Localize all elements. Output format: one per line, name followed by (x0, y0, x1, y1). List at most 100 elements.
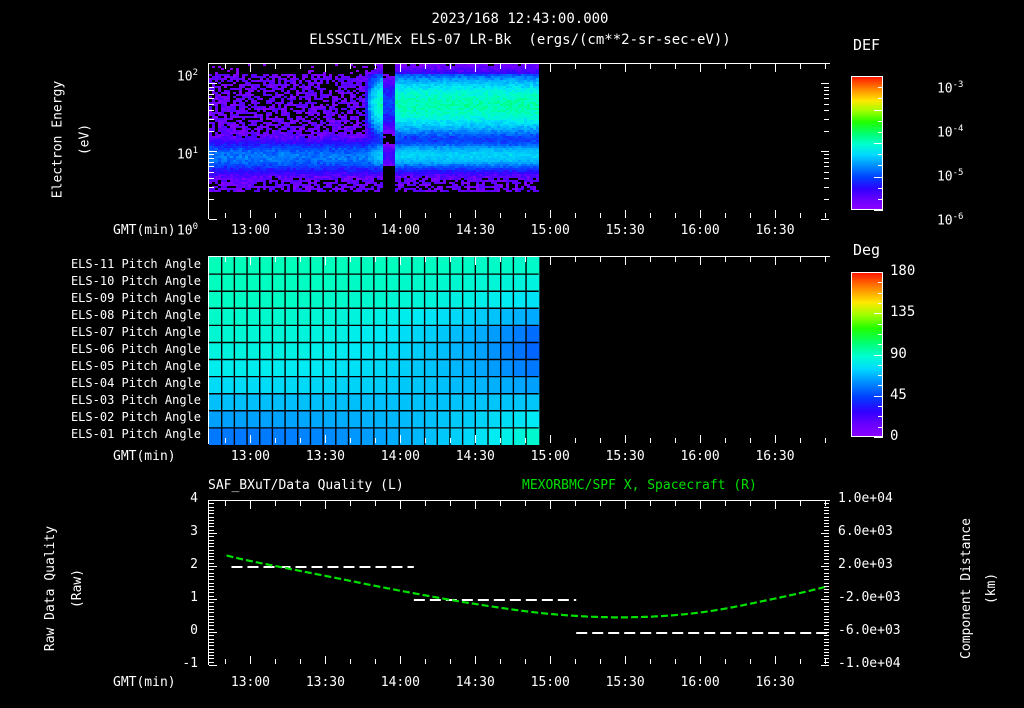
def-tick-exp-1: -4 (952, 124, 964, 134)
xtick-label: 15:00 (530, 449, 570, 464)
colorbar-tick (874, 143, 883, 144)
colorbar-tick (878, 87, 883, 89)
colorbar-tick (878, 385, 883, 387)
xtick-label: 16:30 (755, 449, 795, 464)
component-distance-axis-label-line2: (km) (984, 572, 999, 605)
raw-quality-axis-label-line2: (Raw) (70, 568, 85, 609)
pitch-angle-panel[interactable] (208, 256, 831, 445)
right-ytick-label: -6.0e+03 (838, 623, 901, 638)
def-colorbar-ticks (851, 76, 883, 211)
colorbar-tick (874, 76, 883, 77)
colorbar-tick (878, 292, 883, 294)
colorbar-tick (874, 395, 883, 397)
pitch-angle-xaxis-label: GMT(min) (113, 449, 176, 464)
deg-tick-label: 135 (890, 304, 916, 321)
xtick-label: 14:30 (455, 675, 495, 690)
colorbar-tick (878, 120, 883, 122)
pitch-angle-row-label: ELS-09 Pitch Angle (70, 290, 201, 305)
xtick-label: 13:30 (305, 675, 345, 690)
right-ytick-label: 6.0e+03 (838, 524, 893, 539)
colorbar-tick (874, 354, 883, 356)
pitch-angle-row-label: ELS-11 Pitch Angle (70, 256, 201, 271)
timeseries-panel[interactable] (208, 500, 831, 666)
colorbar-tick (878, 323, 883, 325)
deg-tick-label: 45 (890, 386, 907, 403)
spectrogram-xaxis-label: GMT(min) (113, 223, 176, 238)
pitch-angle-row-label: ELS-02 Pitch Angle (70, 410, 201, 425)
xtick-label: 16:30 (755, 223, 795, 238)
raw-quality-axis-label-line1: Raw Data Quality (43, 525, 58, 652)
def-tick-label-1: 10 (936, 125, 953, 141)
def-colorbar-labels: 10-3 10-4 10-5 10-6 (890, 76, 970, 228)
pitch-angle-row-label: ELS-08 Pitch Angle (70, 307, 201, 322)
timeseries-xtick-labels: 13:00 13:30 14:00 14:30 15:00 15:30 16:00 16:30 (208, 676, 830, 692)
xtick-label: 13:00 (230, 223, 271, 238)
spectrogram-panel[interactable] (208, 63, 831, 220)
left-ytick-label: 2 (190, 557, 198, 572)
timeseries-xaxis-label: GMT(min) (113, 675, 176, 690)
xtick-label: 13:30 (305, 223, 345, 238)
right-ytick-label: -2.0e+03 (838, 590, 901, 605)
timeseries-right-ytick-labels: 1.0e+04 6.0e+03 2.0e+03 -2.0e+03 -6.0e+03 -1.… (838, 492, 938, 670)
colorbar-tick (878, 375, 883, 377)
dataset-subtitle: ELSSCIL/MEx ELS-07 LR-Bk (ergs/(cm**2-sr… (309, 32, 731, 48)
right-ytick-label: 1.0e+04 (838, 491, 893, 506)
xtick-label: 16:30 (755, 675, 795, 690)
timestamp-title: 2023/168 12:43:00.000 (431, 11, 609, 27)
ytick-exp-1: 1 (192, 146, 198, 156)
xtick-label: 14:30 (455, 223, 495, 238)
timeseries-plot-area (209, 501, 831, 666)
def-tick-exp-0: -3 (952, 80, 964, 90)
xtick-label: 14:30 (455, 449, 495, 464)
colorbar-tick (878, 154, 883, 156)
electron-energy-axis-label-line1: Electron Energy (50, 80, 66, 199)
colorbar-tick (878, 187, 883, 189)
colorbar-tick (874, 437, 883, 438)
def-tick-exp-2: -5 (952, 168, 964, 178)
def-colorbar-title: DEF (853, 36, 881, 54)
xtick-label: 15:30 (605, 675, 645, 690)
colorbar-tick (874, 272, 883, 273)
def-tick-label-3: 10 (936, 213, 953, 229)
ytick-label-10: 10 (176, 147, 193, 163)
ytick-exp-2: 2 (192, 68, 198, 78)
pitch-angle-row-labels: ELS-11 Pitch Angle ELS-10 Pitch Angle ELS-… (40, 256, 205, 444)
bottom-panel-title-right: MEXORBMC/SPF X, Spacecraft (R) (522, 478, 757, 493)
pitch-angle-row-label: ELS-10 Pitch Angle (70, 273, 201, 288)
deg-tick-label: 0 (890, 428, 899, 444)
colorbar-tick (878, 333, 883, 335)
left-ytick-label: 3 (190, 524, 198, 539)
spectrogram-xtick-labels: 13:00 13:30 14:00 14:30 15:00 15:30 16:00 16:30 (208, 224, 830, 240)
left-ytick-label: -1 (182, 656, 198, 671)
colorbar-tick (878, 416, 883, 418)
pitch-angle-row-label: ELS-01 Pitch Angle (70, 427, 201, 442)
right-ytick-label: -1.0e+04 (838, 656, 901, 671)
right-ytick-label: 2.0e+03 (838, 557, 893, 572)
ytick-label-100: 10 (176, 69, 193, 85)
xtick-label: 14:00 (380, 449, 420, 464)
left-ytick-label: 1 (190, 590, 198, 605)
ytick-label-1: 10 (176, 223, 193, 239)
colorbar-tick (878, 131, 883, 133)
spectrogram-ytick-labels: 102 101 100 (150, 63, 204, 238)
pitch-angle-row-label: ELS-03 Pitch Angle (70, 393, 201, 408)
left-ytick-label: 0 (190, 623, 198, 638)
colorbar-tick (874, 176, 883, 178)
deg-colorbar-title: Deg (853, 241, 881, 259)
deg-colorbar-labels: 180 135 90 45 0 (890, 264, 960, 443)
colorbar-tick (878, 426, 883, 428)
xtick-label: 16:00 (680, 223, 720, 238)
colorbar-tick (878, 98, 883, 100)
xtick-label: 13:00 (230, 449, 271, 464)
pitch-angle-row-label: ELS-06 Pitch Angle (70, 342, 201, 356)
def-tick-exp-3: -6 (952, 212, 964, 222)
xtick-label: 15:30 (605, 449, 645, 464)
xtick-label: 15:30 (605, 223, 645, 238)
pitch-angle-row-label: ELS-04 Pitch Angle (70, 376, 201, 391)
xtick-label: 15:00 (530, 675, 570, 690)
xtick-label: 14:00 (380, 223, 420, 238)
xtick-label: 13:00 (230, 675, 271, 690)
left-ytick-label: 4 (190, 491, 198, 506)
colorbar-tick (878, 344, 883, 346)
